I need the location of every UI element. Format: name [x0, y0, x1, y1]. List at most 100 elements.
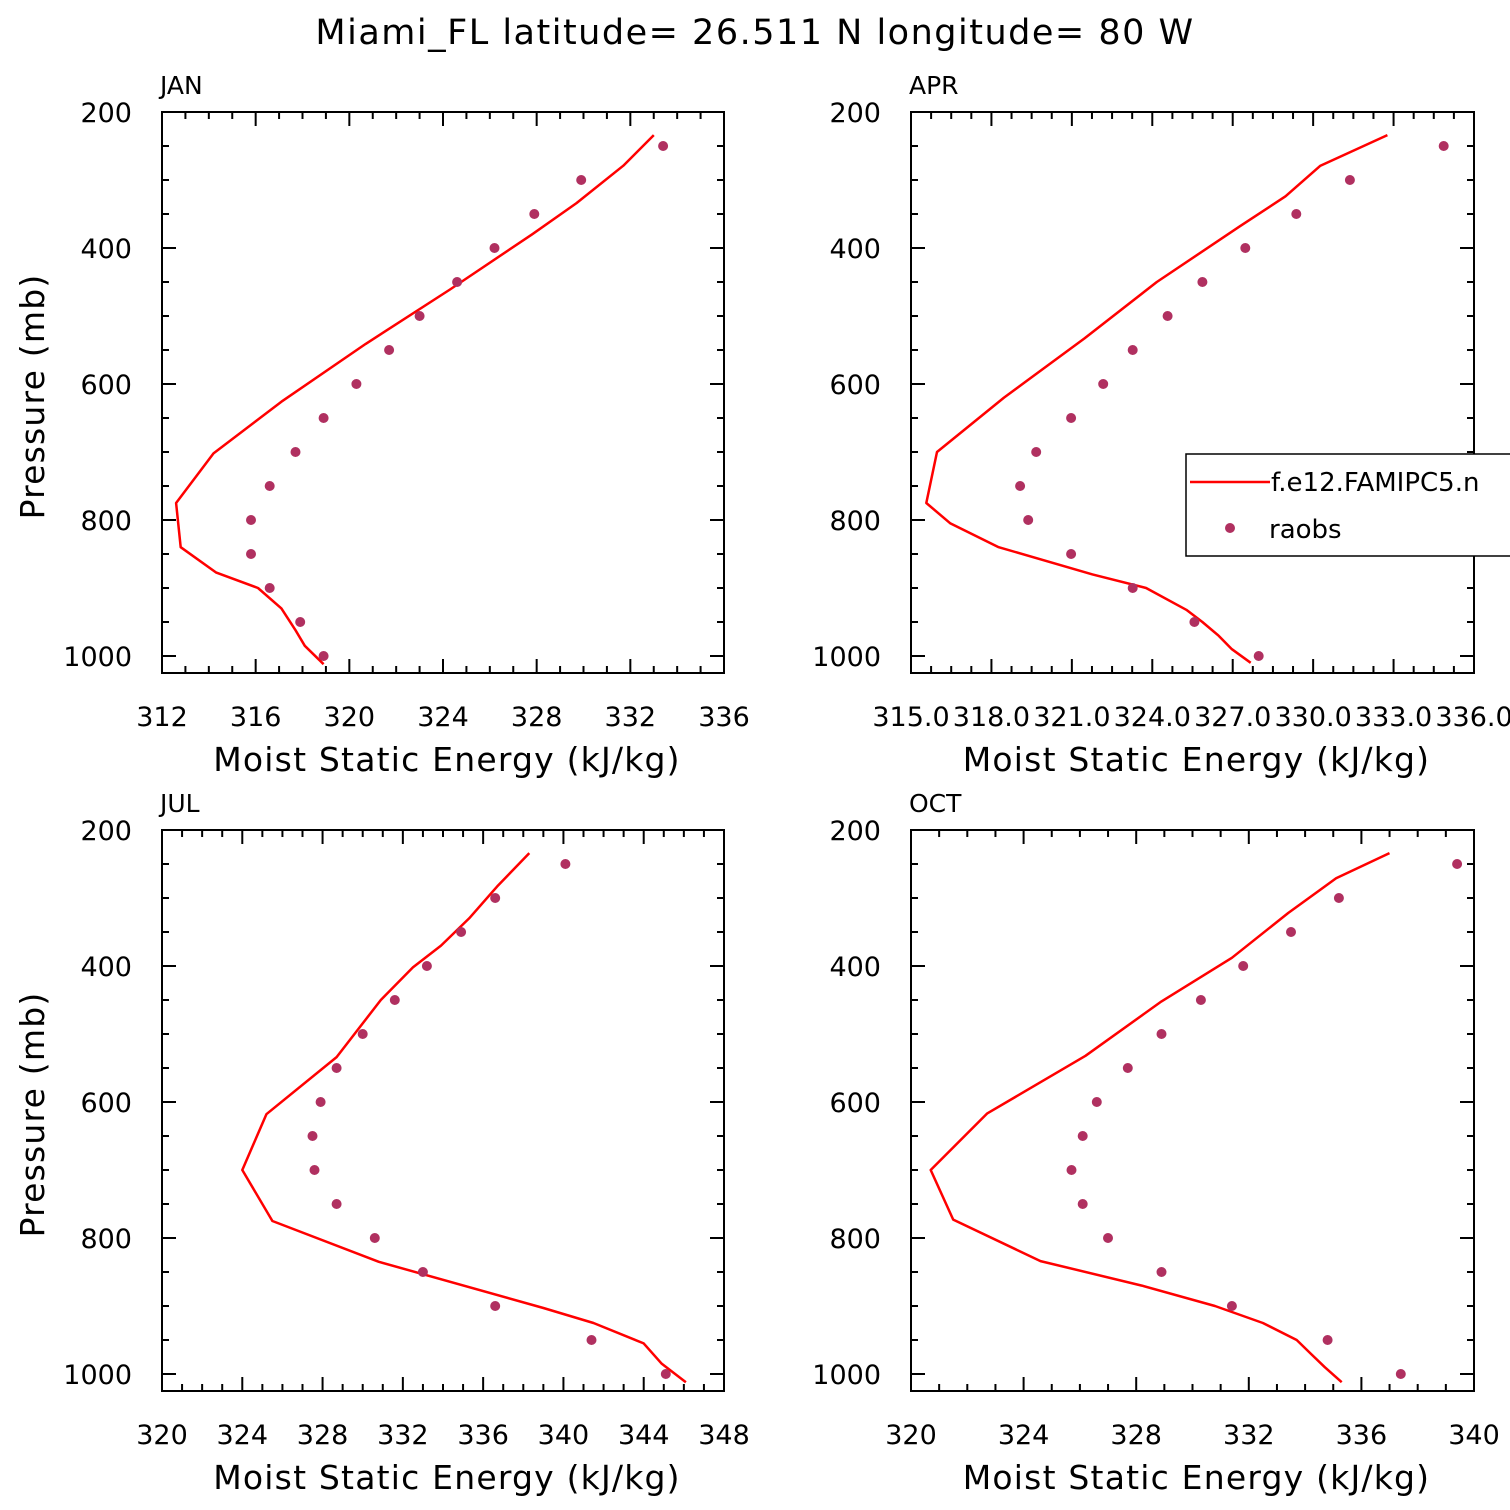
obs-point-jan — [529, 209, 540, 219]
x-tick-label-apr: 315.0 — [872, 702, 949, 733]
obs-point-apr — [1023, 515, 1034, 525]
plot-frame-oct — [910, 829, 1475, 1392]
panels: JAN 312 316 320 324 328 332 336 200 400 600 800 1000… — [13, 71, 1510, 1497]
plot-frame-jan — [161, 111, 725, 674]
x-tick-label-oct: 324 — [998, 1420, 1050, 1451]
obs-point-oct — [1195, 995, 1206, 1005]
y-tick-label-oct: 600 — [829, 1088, 881, 1119]
x-tick-label-jul: 344 — [618, 1420, 670, 1451]
obs-point-jul — [660, 1369, 671, 1379]
obs-point-apr — [1098, 379, 1109, 389]
panel-oct: OCT 320 324 328 332 336 340 200 400 600 800 1000 Moi… — [812, 789, 1499, 1497]
obs-point-jan — [318, 413, 329, 423]
x-tick-label-oct: 320 — [885, 1420, 937, 1451]
y-tick-label-apr: 1000 — [812, 642, 881, 673]
obs-point-jan — [658, 141, 669, 151]
obs-point-oct — [1091, 1097, 1102, 1107]
obs-point-oct — [1103, 1233, 1113, 1243]
y-tick-label-apr: 800 — [829, 506, 881, 537]
x-tick-label-jul: 320 — [136, 1420, 188, 1451]
obs-point-oct — [1077, 1131, 1088, 1141]
x-tick-label-jan: 320 — [324, 702, 376, 733]
obs-point-oct — [1156, 1267, 1167, 1277]
y-axis-label-jan: Pressure (mb) — [13, 274, 52, 520]
obs-point-jul — [421, 961, 432, 971]
obs-point-oct — [1238, 961, 1249, 971]
x-tick-label-apr: 333.0 — [1355, 702, 1432, 733]
obs-point-jan — [452, 277, 463, 287]
obs-point-apr — [1253, 651, 1264, 661]
x-axis-label-oct: Moist Static Energy (kJ/kg) — [963, 1458, 1431, 1497]
obs-point-apr — [1240, 243, 1251, 253]
obs-point-jan — [290, 447, 301, 457]
obs-point-oct — [1226, 1301, 1237, 1311]
obs-point-jan — [264, 583, 275, 593]
obs-point-jan — [246, 549, 256, 559]
obs-point-jan — [246, 515, 256, 525]
x-tick-label-apr: 327.0 — [1194, 702, 1271, 733]
x-tick-label-jan: 336 — [698, 702, 750, 733]
obs-point-apr — [1197, 277, 1208, 287]
x-tick-label-apr: 336.0 — [1435, 702, 1510, 733]
y-tick-label-apr: 600 — [829, 370, 881, 401]
obs-point-jul — [456, 927, 467, 937]
panel-label-jul: JUL — [158, 789, 200, 818]
x-tick-label-jul: 340 — [538, 1420, 590, 1451]
obs-point-jul — [307, 1131, 318, 1141]
y-tick-label-oct: 1000 — [812, 1360, 881, 1391]
y-tick-label-oct: 800 — [829, 1224, 881, 1255]
x-tick-label-jul: 328 — [297, 1420, 349, 1451]
obs-point-oct — [1322, 1335, 1333, 1345]
y-tick-label-jan: 600 — [80, 370, 132, 401]
panel-label-oct: OCT — [909, 789, 962, 818]
obs-point-apr — [1015, 481, 1026, 491]
obs-point-jan — [489, 243, 500, 253]
legend-box — [1185, 453, 1510, 557]
obs-point-apr — [1066, 549, 1077, 559]
figure-title: Miami_FL latitude= 26.511 N longitude= 8… — [315, 13, 1194, 53]
obs-point-apr — [1127, 345, 1138, 355]
x-tick-label-jan: 312 — [136, 702, 188, 733]
model-line-jan — [174, 134, 655, 666]
obs-point-oct — [1452, 859, 1463, 869]
obs-point-jul — [490, 1301, 501, 1311]
obs-point-jul — [586, 1335, 597, 1345]
y-tick-label-jan: 200 — [80, 98, 132, 129]
x-tick-label-jul: 336 — [457, 1420, 509, 1451]
panel-jul: JUL 320 324 328 332 336 340 344 348 200 400 600 800 1… — [13, 789, 750, 1497]
legend-obs-label: raobs — [1269, 515, 1342, 545]
x-tick-label-jan: 332 — [605, 702, 657, 733]
model-line-apr — [925, 133, 1388, 664]
x-tick-label-jul: 324 — [217, 1420, 269, 1451]
x-tick-label-oct: 328 — [1110, 1420, 1162, 1451]
y-tick-label-apr: 400 — [829, 234, 881, 265]
x-axis-label-jul: Moist Static Energy (kJ/kg) — [213, 1458, 681, 1497]
obs-point-jan — [414, 311, 425, 321]
legend: f.e12.FAMIPC5.n raobs — [1185, 453, 1510, 557]
obs-point-oct — [1066, 1165, 1077, 1175]
obs-point-apr — [1162, 311, 1173, 321]
plot-frame-apr — [910, 111, 1475, 674]
obs-point-jul — [490, 893, 501, 903]
x-tick-label-oct: 332 — [1223, 1420, 1275, 1451]
x-tick-label-apr: 321.0 — [1033, 702, 1110, 733]
x-tick-label-jan: 316 — [230, 702, 282, 733]
obs-point-jul — [331, 1063, 342, 1073]
model-line-oct — [929, 851, 1391, 1384]
obs-point-jul — [357, 1029, 368, 1039]
obs-point-oct — [1077, 1199, 1088, 1209]
x-tick-label-jan: 328 — [511, 702, 563, 733]
obs-point-apr — [1344, 175, 1355, 185]
obs-point-jul — [417, 1267, 428, 1277]
obs-point-oct — [1286, 927, 1296, 937]
panel-label-jan: JAN — [158, 71, 203, 100]
y-tick-label-jul: 600 — [80, 1088, 132, 1119]
model-line-jul — [241, 852, 687, 1384]
obs-point-oct — [1122, 1063, 1133, 1073]
x-tick-label-apr: 318.0 — [953, 702, 1030, 733]
obs-point-apr — [1189, 617, 1200, 627]
y-axis-label-jul: Pressure (mb) — [13, 992, 52, 1238]
x-tick-label-oct: 336 — [1336, 1420, 1388, 1451]
y-tick-label-jan: 1000 — [63, 642, 132, 673]
